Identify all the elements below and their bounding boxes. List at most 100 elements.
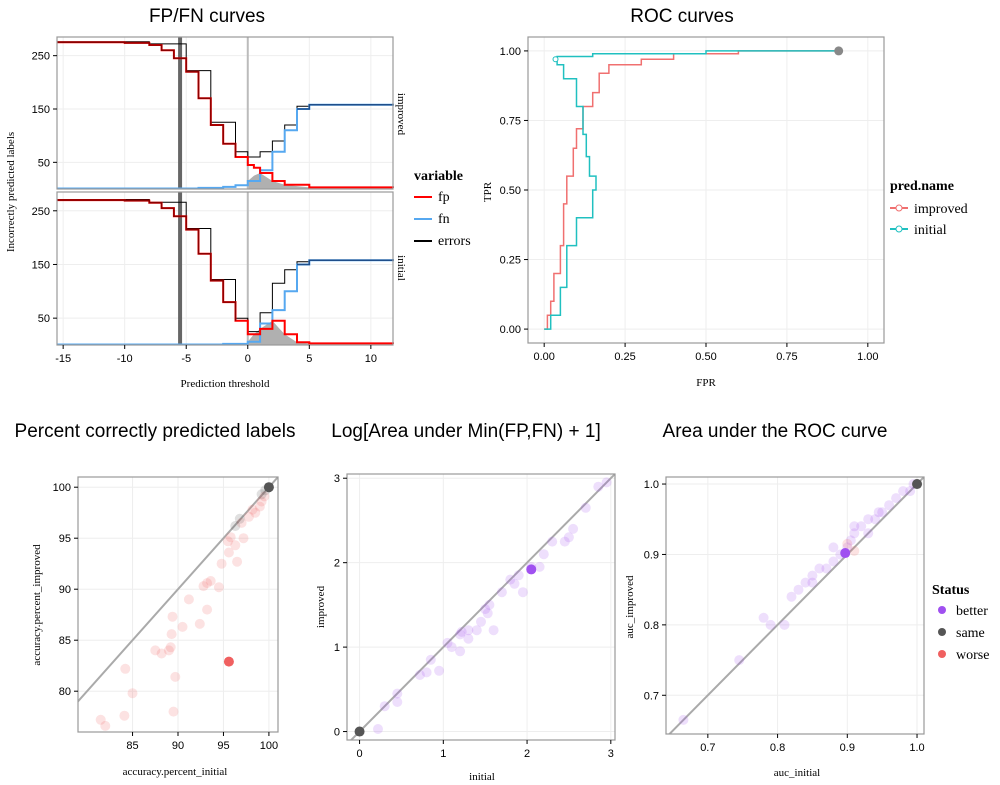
fpfn-initial-fp-line-overlap (57, 199, 237, 321)
logarea-point (379, 701, 390, 712)
fpfn-initial-errors-line (57, 199, 394, 333)
facet-label-improved: improved (395, 93, 407, 136)
roc-threshold-point (834, 46, 844, 56)
fpfn-initial-fp-line (57, 199, 394, 345)
auc-highlight-same (912, 479, 923, 490)
legend-label-improved: improved (914, 202, 968, 217)
logarea-point (476, 616, 486, 627)
logarea-point (568, 523, 579, 534)
legend-marker-better (938, 606, 946, 614)
fpfn-improved-fn-line (57, 103, 394, 190)
auc-point (863, 514, 874, 525)
logarea-point (373, 724, 383, 734)
roc-initial-point (552, 56, 559, 63)
logarea-point (538, 549, 549, 560)
fpfn-xtick-label-0: -15 (55, 353, 71, 365)
logarea-point (484, 599, 495, 610)
auc-diagonal (668, 477, 924, 734)
acc-point (230, 521, 241, 531)
facet-label-initial: initial (395, 255, 407, 281)
auc-point (779, 619, 790, 630)
auc-point (814, 563, 825, 574)
acc-point (216, 558, 227, 569)
acc-point (223, 547, 234, 558)
acc-point (205, 576, 216, 586)
title-fpfn: FP/FN curves (149, 6, 265, 27)
acc-point (225, 532, 236, 543)
acc-point (247, 504, 258, 515)
logarea-point (593, 481, 604, 492)
auc-point (849, 545, 860, 556)
acc-point (256, 496, 267, 507)
fpfn-initial-min-area (247, 320, 310, 345)
logarea-point (455, 629, 466, 640)
logarea-point (421, 667, 432, 678)
logarea-diagonal (349, 474, 615, 740)
logarea-point (547, 536, 558, 547)
acc-point (202, 604, 213, 615)
legend-label-same: same (956, 626, 985, 641)
auc-point (807, 577, 818, 588)
logarea-point (414, 670, 425, 680)
logarea-point (534, 561, 545, 572)
roc-xlabel: FPR (696, 377, 716, 389)
legend-label-fp: fp (438, 190, 450, 205)
legend-marker-same (938, 628, 946, 636)
roc-ytick-label-2: 0.50 (500, 185, 521, 197)
acc-xlabel: accuracy.percent_initial (123, 766, 228, 778)
acc-point (166, 629, 177, 640)
fpfn-xtick-label-1: -10 (117, 353, 133, 365)
acc-xtick-label-3: 100 (260, 740, 278, 752)
acc-point (168, 706, 179, 717)
auc-point (678, 714, 689, 725)
acc-point (230, 540, 241, 551)
acc-point (213, 582, 224, 593)
roc-xtick-label-4: 1.00 (857, 351, 878, 363)
acc-ytick-label-0: 80 (59, 686, 71, 698)
acc-point (170, 671, 181, 682)
acc-ylabel: accuracy.percent_improved (31, 544, 43, 666)
logarea-point (482, 608, 493, 619)
logarea-xtick-label-2: 2 (524, 748, 530, 760)
fpfn-xlabel: Prediction threshold (181, 378, 270, 390)
logarea-point (559, 536, 570, 547)
roc-ytick-label-4: 1.00 (500, 46, 521, 58)
legend-label-errors: errors (438, 234, 471, 249)
legend-title-status: Status (932, 583, 970, 598)
logarea-point (471, 625, 482, 636)
acc-point (198, 581, 209, 592)
fpfn-xtick-label-5: 10 (365, 353, 377, 365)
logarea-point (463, 633, 474, 644)
fpfn-initial-ytick-label-2: 250 (32, 206, 50, 218)
fpfn-initial-fn-line-overlap (297, 259, 394, 266)
auc-panel (665, 476, 925, 735)
auc-point (800, 577, 811, 588)
logarea-ytick-label-1: 1 (334, 642, 340, 654)
logarea-point (601, 477, 612, 488)
logarea-point (425, 654, 436, 665)
acc-highlight-same (263, 482, 274, 493)
auc-point (786, 591, 797, 602)
acc-xtick-label-0: 85 (126, 740, 138, 752)
roc-ytick-label-1: 0.25 (500, 255, 521, 267)
auc-point (828, 556, 839, 567)
fpfn-initial-ytick-label-0: 50 (38, 313, 50, 325)
logarea-point (505, 574, 516, 585)
legend-marker-initial (895, 225, 903, 233)
fpfn-xtick-label-4: 5 (306, 353, 312, 365)
title-logarea: Log[Area under Min(FP,FN) + 1] (331, 421, 600, 442)
auc-highlight (840, 548, 851, 559)
acc-point (183, 594, 194, 605)
legend-label-better: better (956, 604, 988, 619)
auc-ytick-label-1: 0.8 (644, 620, 659, 632)
fpfn-initial-panel (56, 191, 394, 346)
auc-point (905, 486, 916, 497)
auc-point (807, 570, 818, 581)
acc-point (243, 511, 254, 522)
logarea-point (434, 665, 445, 676)
logarea-point (488, 625, 499, 636)
auc-xtick-label-3: 1.0 (909, 742, 924, 754)
logarea-point (563, 532, 574, 543)
auc-xtick-label-1: 0.8 (770, 742, 785, 754)
